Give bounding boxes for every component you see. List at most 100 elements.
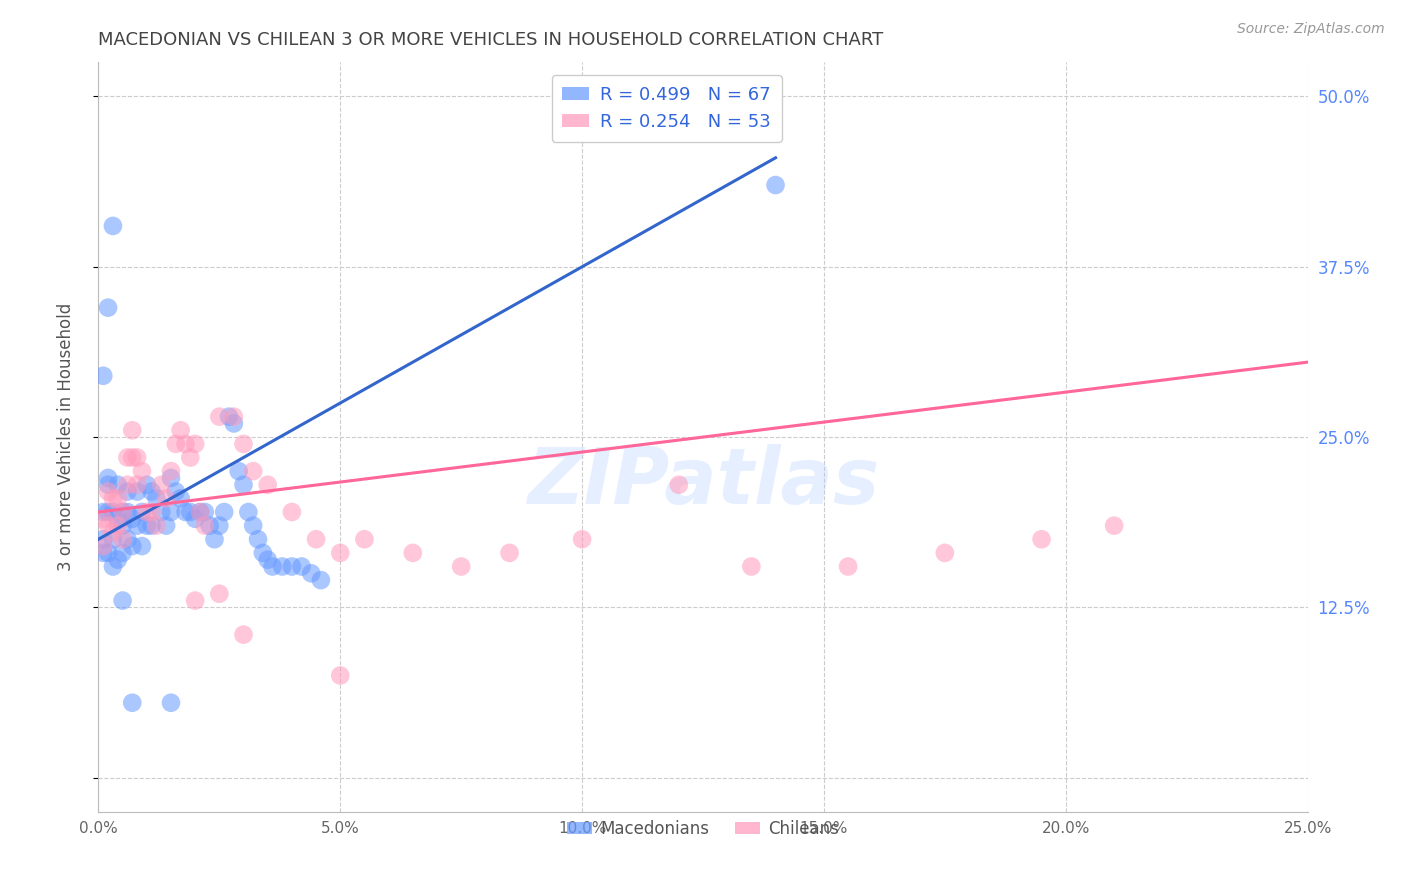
Point [571, 533, 593, 547]
Point [135, 518, 157, 533]
Point [97, 301, 120, 315]
Point [188, 505, 211, 519]
Point [174, 505, 197, 519]
Point [141, 518, 163, 533]
Point [290, 559, 312, 574]
Point [111, 546, 134, 560]
Point [131, 539, 153, 553]
Point [184, 437, 207, 451]
Point [198, 518, 221, 533]
Point [101, 491, 124, 506]
Point [188, 505, 211, 519]
Point [194, 505, 217, 519]
Point [174, 437, 197, 451]
Text: Source: ZipAtlas.com: Source: ZipAtlas.com [1237, 22, 1385, 37]
Point [155, 491, 177, 506]
Point [179, 450, 201, 465]
Point [329, 668, 352, 682]
Point [150, 505, 173, 519]
Point [271, 559, 294, 574]
Point [131, 505, 153, 519]
Point [242, 464, 264, 478]
Point [107, 491, 129, 506]
Point [101, 559, 124, 574]
Point [135, 477, 157, 491]
Point [111, 505, 134, 519]
Text: ZIPatlas: ZIPatlas [527, 444, 879, 520]
Point [141, 505, 163, 519]
Point [204, 533, 226, 547]
Point [450, 559, 472, 574]
Point [262, 559, 284, 574]
Point [121, 512, 143, 526]
Point [101, 505, 124, 519]
Point [242, 518, 264, 533]
Point [281, 505, 304, 519]
Point [256, 477, 278, 491]
Point [179, 505, 201, 519]
Point [127, 518, 149, 533]
Point [208, 409, 231, 424]
Point [127, 450, 149, 465]
Point [131, 464, 153, 478]
Point [169, 423, 191, 437]
Legend: Macedonians, Chileans: Macedonians, Chileans [561, 814, 845, 845]
Point [91, 512, 114, 526]
Point [222, 409, 245, 424]
Point [238, 505, 260, 519]
Point [97, 518, 120, 533]
Point [101, 533, 124, 547]
Point [135, 505, 157, 519]
Point [150, 477, 173, 491]
Point [117, 477, 139, 491]
Point [101, 219, 124, 233]
Point [111, 505, 134, 519]
Point [97, 471, 120, 485]
Point [117, 533, 139, 547]
Point [222, 417, 245, 431]
Point [208, 518, 231, 533]
Point [111, 518, 134, 533]
Point [247, 533, 270, 547]
Point [1031, 533, 1053, 547]
Point [107, 477, 129, 491]
Point [160, 464, 183, 478]
Point [121, 539, 143, 553]
Text: MACEDONIAN VS CHILEAN 3 OR MORE VEHICLES IN HOUSEHOLD CORRELATION CHART: MACEDONIAN VS CHILEAN 3 OR MORE VEHICLES… [98, 31, 883, 49]
Point [91, 368, 114, 383]
Point [111, 533, 134, 547]
Point [498, 546, 520, 560]
Point [165, 437, 187, 451]
Point [765, 178, 787, 192]
Point [299, 566, 322, 581]
Point [91, 533, 114, 547]
Point [117, 484, 139, 499]
Point [160, 471, 183, 485]
Point [97, 484, 120, 499]
Point [145, 518, 167, 533]
Point [91, 539, 114, 553]
Point [232, 437, 254, 451]
Point [91, 505, 114, 519]
Point [91, 546, 114, 560]
Point [121, 696, 143, 710]
Point [107, 512, 129, 526]
Point [281, 559, 304, 574]
Point [121, 450, 143, 465]
Point [160, 696, 183, 710]
Point [740, 559, 762, 574]
Point [309, 573, 332, 587]
Point [353, 533, 375, 547]
Point [160, 505, 183, 519]
Point [402, 546, 425, 560]
Point [232, 627, 254, 641]
Point [837, 559, 859, 574]
Point [107, 552, 129, 566]
Point [256, 552, 278, 566]
Point [169, 491, 191, 506]
Point [165, 484, 187, 499]
Point [218, 409, 240, 424]
Point [97, 505, 120, 519]
Point [141, 484, 163, 499]
Point [127, 484, 149, 499]
